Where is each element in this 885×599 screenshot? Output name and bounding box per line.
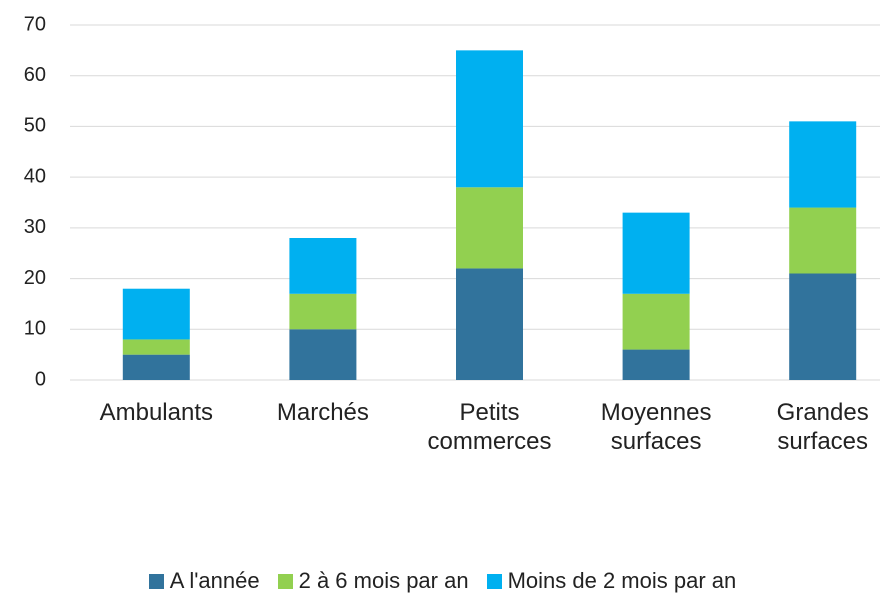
bar-segment [789,207,857,274]
x-tick-label: Grandes surfaces [776,399,869,455]
bar-segment [456,50,523,188]
bar-segment [122,354,190,380]
y-tick-label: 50 [24,115,46,137]
legend: A l'année 2 à 6 mois par an Moins de 2 moi… [0,568,885,594]
x-tick-label: Petits commerces [427,399,552,455]
legend-label: A l'année [169,568,260,593]
x-tick-label: Moyennes surfaces [600,399,712,455]
legend-item: A l'année [148,568,260,594]
bar-segment [456,187,523,269]
x-tick-label: Marchés [276,399,369,426]
bar-segment [289,293,357,330]
legend-label: 2 à 6 mois par an [298,568,469,593]
legend-item: Moins de 2 mois par an [486,568,737,594]
bar-segment [122,339,190,355]
legend-label: Moins de 2 mois par an [507,568,737,593]
x-tick-label: Ambulants [99,399,213,426]
legend-swatch [277,573,293,589]
y-tick-label: 10 [24,318,46,340]
y-tick-label: 0 [35,368,46,390]
y-tick-label: 70 [24,13,46,35]
legend-swatch [486,573,502,589]
y-tick-label: 40 [24,165,46,187]
bar-segment [289,238,357,294]
bar-segment [622,212,690,294]
legend-item: 2 à 6 mois par an [277,568,469,594]
y-tick-label: 30 [24,216,46,238]
bar-segment [122,288,190,340]
bar-segment [789,121,857,208]
legend-swatch [148,573,164,589]
bar-segment [789,273,857,380]
bar-segment [456,268,523,380]
bar-segment [622,293,690,350]
y-tick-label: 20 [24,267,46,289]
y-tick-label: 60 [24,64,46,86]
bar-segment [622,349,690,380]
bar-segment [289,329,357,380]
